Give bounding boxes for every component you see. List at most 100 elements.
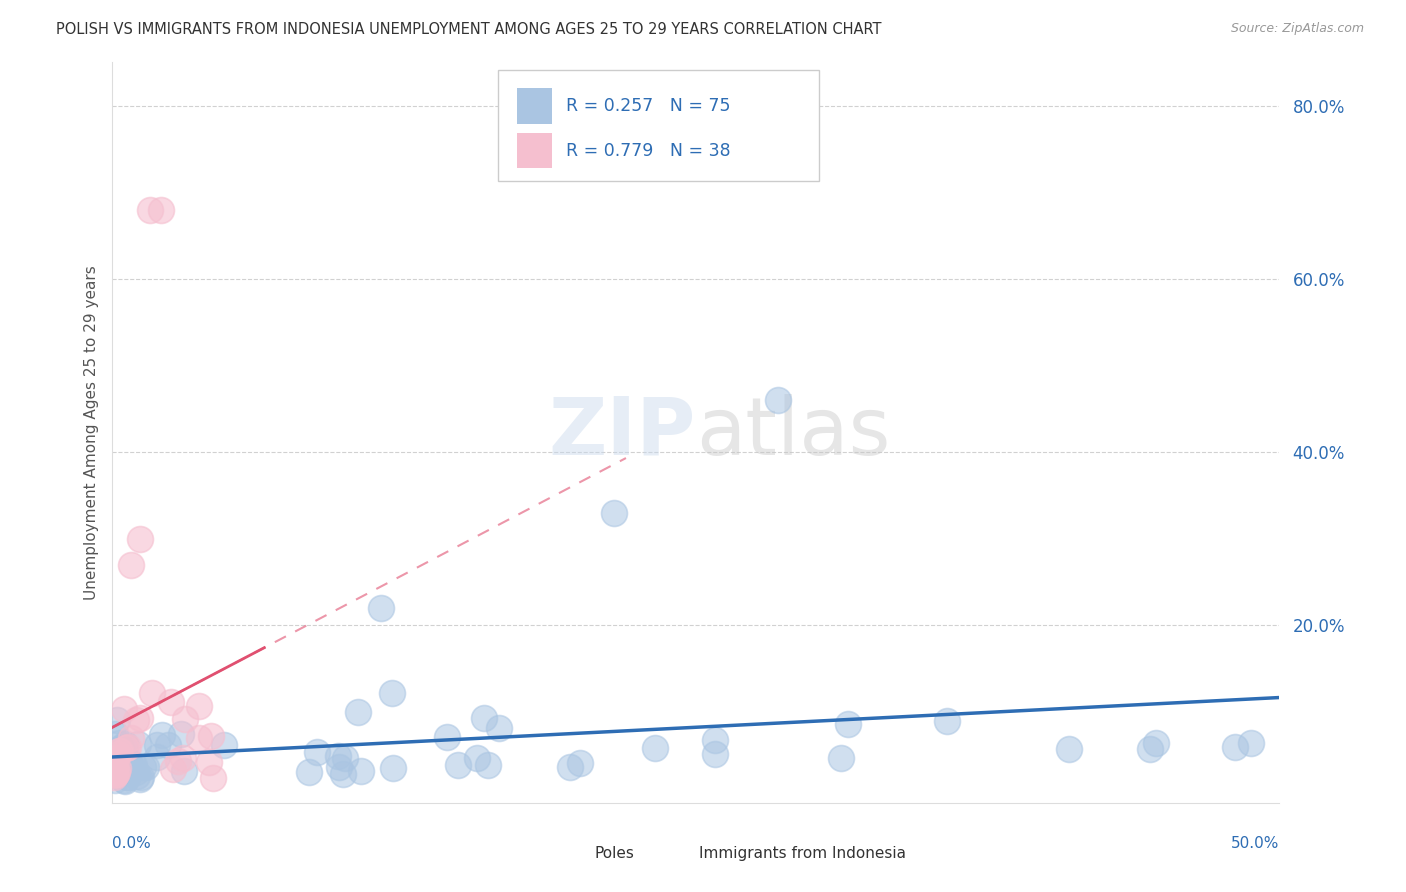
Point xyxy=(350,764,373,778)
Text: 50.0%: 50.0% xyxy=(1232,836,1279,851)
Point xyxy=(115,770,138,784)
Point xyxy=(830,751,852,765)
Text: Immigrants from Indonesia: Immigrants from Indonesia xyxy=(699,847,907,862)
Point xyxy=(104,772,127,787)
Point xyxy=(125,764,148,779)
FancyBboxPatch shape xyxy=(498,70,818,181)
Point xyxy=(170,727,193,741)
Point xyxy=(104,767,127,781)
Point xyxy=(644,740,666,755)
Point xyxy=(167,754,190,768)
Point xyxy=(107,736,129,750)
Point xyxy=(703,732,725,747)
Point xyxy=(103,765,125,780)
Point xyxy=(114,737,136,751)
Text: R = 0.779   N = 38: R = 0.779 N = 38 xyxy=(567,142,731,160)
Point xyxy=(117,770,139,784)
Text: POLISH VS IMMIGRANTS FROM INDONESIA UNEMPLOYMENT AMONG AGES 25 TO 29 YEARS CORRE: POLISH VS IMMIGRANTS FROM INDONESIA UNEM… xyxy=(56,22,882,37)
Point xyxy=(1057,742,1080,756)
Point xyxy=(114,773,136,788)
Point xyxy=(328,760,350,774)
Point xyxy=(128,772,150,786)
Point xyxy=(108,744,131,758)
Point xyxy=(558,760,581,774)
Point xyxy=(141,685,163,699)
Point xyxy=(104,755,127,769)
Point xyxy=(120,558,142,572)
Point xyxy=(110,741,132,756)
Point xyxy=(104,767,127,781)
FancyBboxPatch shape xyxy=(555,841,589,867)
Point xyxy=(381,686,404,700)
Point xyxy=(112,772,135,787)
Point xyxy=(127,737,149,751)
Point xyxy=(146,749,169,764)
Point xyxy=(447,758,470,772)
Point xyxy=(214,738,236,752)
Point xyxy=(108,744,131,758)
Point xyxy=(118,759,141,773)
Point xyxy=(332,766,354,780)
Point xyxy=(110,743,132,757)
Point xyxy=(107,747,129,762)
Point xyxy=(157,738,180,752)
Point xyxy=(370,601,392,615)
Point xyxy=(125,714,148,728)
Point xyxy=(103,762,125,776)
Point xyxy=(569,756,592,771)
Point xyxy=(105,764,128,779)
Point xyxy=(132,760,155,774)
Point xyxy=(328,748,350,763)
Point xyxy=(162,762,184,776)
Text: atlas: atlas xyxy=(696,393,890,472)
Point xyxy=(197,755,219,769)
Text: ZIP: ZIP xyxy=(548,393,696,472)
Text: Source: ZipAtlas.com: Source: ZipAtlas.com xyxy=(1230,22,1364,36)
FancyBboxPatch shape xyxy=(517,88,553,124)
Point xyxy=(935,714,957,728)
Y-axis label: Unemployment Among Ages 25 to 29 years: Unemployment Among Ages 25 to 29 years xyxy=(83,265,98,600)
Point xyxy=(173,712,195,726)
Point xyxy=(105,747,128,761)
Point xyxy=(129,770,152,784)
Text: Poles: Poles xyxy=(595,847,634,862)
Point xyxy=(472,711,495,725)
Point xyxy=(477,757,499,772)
Point xyxy=(200,729,222,743)
Text: 0.0%: 0.0% xyxy=(112,836,152,851)
Point xyxy=(120,731,142,745)
Point xyxy=(703,747,725,761)
Point xyxy=(135,760,157,774)
Point xyxy=(159,695,181,709)
Point xyxy=(172,751,194,765)
Point xyxy=(129,532,152,546)
Point xyxy=(104,758,127,772)
Point xyxy=(104,761,127,775)
Point xyxy=(112,754,135,768)
Point xyxy=(122,761,145,775)
Point xyxy=(103,753,125,767)
Point xyxy=(104,760,127,774)
Point xyxy=(103,751,125,765)
Point xyxy=(108,749,131,764)
FancyBboxPatch shape xyxy=(517,133,553,169)
Point xyxy=(105,714,128,728)
Point xyxy=(307,745,329,759)
Point xyxy=(150,202,173,217)
Point xyxy=(187,699,209,714)
Point xyxy=(104,727,127,741)
Point xyxy=(202,771,225,785)
Point xyxy=(837,716,859,731)
Point xyxy=(766,393,789,408)
Point xyxy=(104,761,127,775)
Point xyxy=(107,761,129,775)
Point xyxy=(112,702,135,716)
Point xyxy=(333,751,356,765)
Point xyxy=(173,764,195,779)
Point xyxy=(117,753,139,767)
Point xyxy=(125,769,148,783)
Point xyxy=(104,768,127,782)
Point xyxy=(1240,736,1263,750)
Point xyxy=(465,750,488,764)
Point xyxy=(146,738,169,752)
